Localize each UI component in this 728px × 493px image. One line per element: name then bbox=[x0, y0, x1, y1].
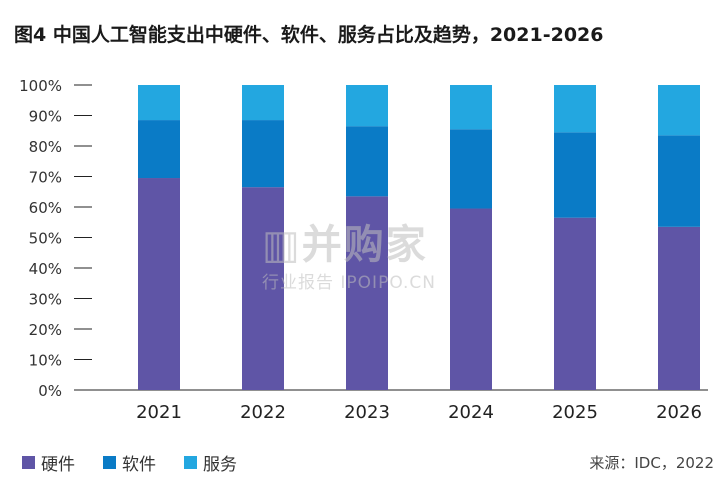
legend-item-services: 服务 bbox=[184, 450, 237, 475]
legend-swatch-services bbox=[184, 456, 197, 469]
x-tick-label: 2024 bbox=[448, 402, 494, 423]
y-tick-label: 70% bbox=[29, 169, 62, 187]
x-tick-label: 2025 bbox=[552, 402, 598, 423]
x-axis: 2021 2022 2023 2024 2025 2026 bbox=[136, 402, 702, 423]
y-tick-label: 50% bbox=[29, 230, 62, 248]
bar-hardware-2024 bbox=[450, 208, 492, 390]
legend-item-software: 软件 bbox=[103, 450, 156, 475]
bar-services-2026 bbox=[658, 85, 700, 136]
y-tick-label: 40% bbox=[29, 260, 62, 278]
bar-hardware-2025 bbox=[554, 217, 596, 390]
legend: 硬件 软件 服务 bbox=[22, 450, 265, 475]
legend-swatch-hardware bbox=[22, 456, 35, 469]
bar-hardware-2023 bbox=[346, 196, 388, 390]
bars bbox=[138, 85, 700, 390]
bar-software-2026 bbox=[658, 135, 700, 227]
y-tick-label: 30% bbox=[29, 291, 62, 309]
x-tick-label: 2022 bbox=[240, 402, 286, 423]
bar-services-2022 bbox=[242, 85, 284, 121]
y-tick-label: 80% bbox=[29, 138, 62, 156]
legend-label-software: 软件 bbox=[122, 455, 156, 475]
stacked-bar-chart: 0%10%20%30%40%50%60%70%80%90%100% 2021 20… bbox=[19, 77, 708, 423]
bar-services-2024 bbox=[450, 85, 492, 130]
y-tick-label: 90% bbox=[29, 108, 62, 126]
bar-services-2021 bbox=[138, 85, 180, 121]
y-tick-label: 100% bbox=[19, 77, 62, 95]
source-note: 来源：IDC，2022 bbox=[589, 454, 714, 472]
chart-title: 图4 中国人工智能支出中硬件、软件、服务占比及趋势，2021-2026 bbox=[14, 24, 604, 46]
legend-label-hardware: 硬件 bbox=[41, 455, 75, 475]
bar-services-2025 bbox=[554, 85, 596, 133]
bar-software-2025 bbox=[554, 132, 596, 218]
bar-software-2024 bbox=[450, 129, 492, 209]
y-tick-label: 20% bbox=[29, 321, 62, 339]
bar-services-2023 bbox=[346, 85, 388, 127]
x-tick-label: 2026 bbox=[656, 402, 702, 423]
y-tick-label: 0% bbox=[38, 382, 62, 400]
legend-swatch-software bbox=[103, 456, 116, 469]
y-tick-label: 10% bbox=[29, 352, 62, 370]
bar-hardware-2021 bbox=[138, 178, 180, 390]
legend-item-hardware: 硬件 bbox=[22, 450, 75, 475]
legend-label-services: 服务 bbox=[203, 455, 237, 475]
bar-software-2022 bbox=[242, 120, 284, 188]
bar-software-2023 bbox=[346, 126, 388, 197]
bar-software-2021 bbox=[138, 120, 180, 179]
x-tick-label: 2021 bbox=[136, 402, 182, 423]
bar-hardware-2022 bbox=[242, 187, 284, 390]
x-tick-label: 2023 bbox=[344, 402, 390, 423]
y-tick-label: 60% bbox=[29, 199, 62, 217]
bar-hardware-2026 bbox=[658, 226, 700, 390]
